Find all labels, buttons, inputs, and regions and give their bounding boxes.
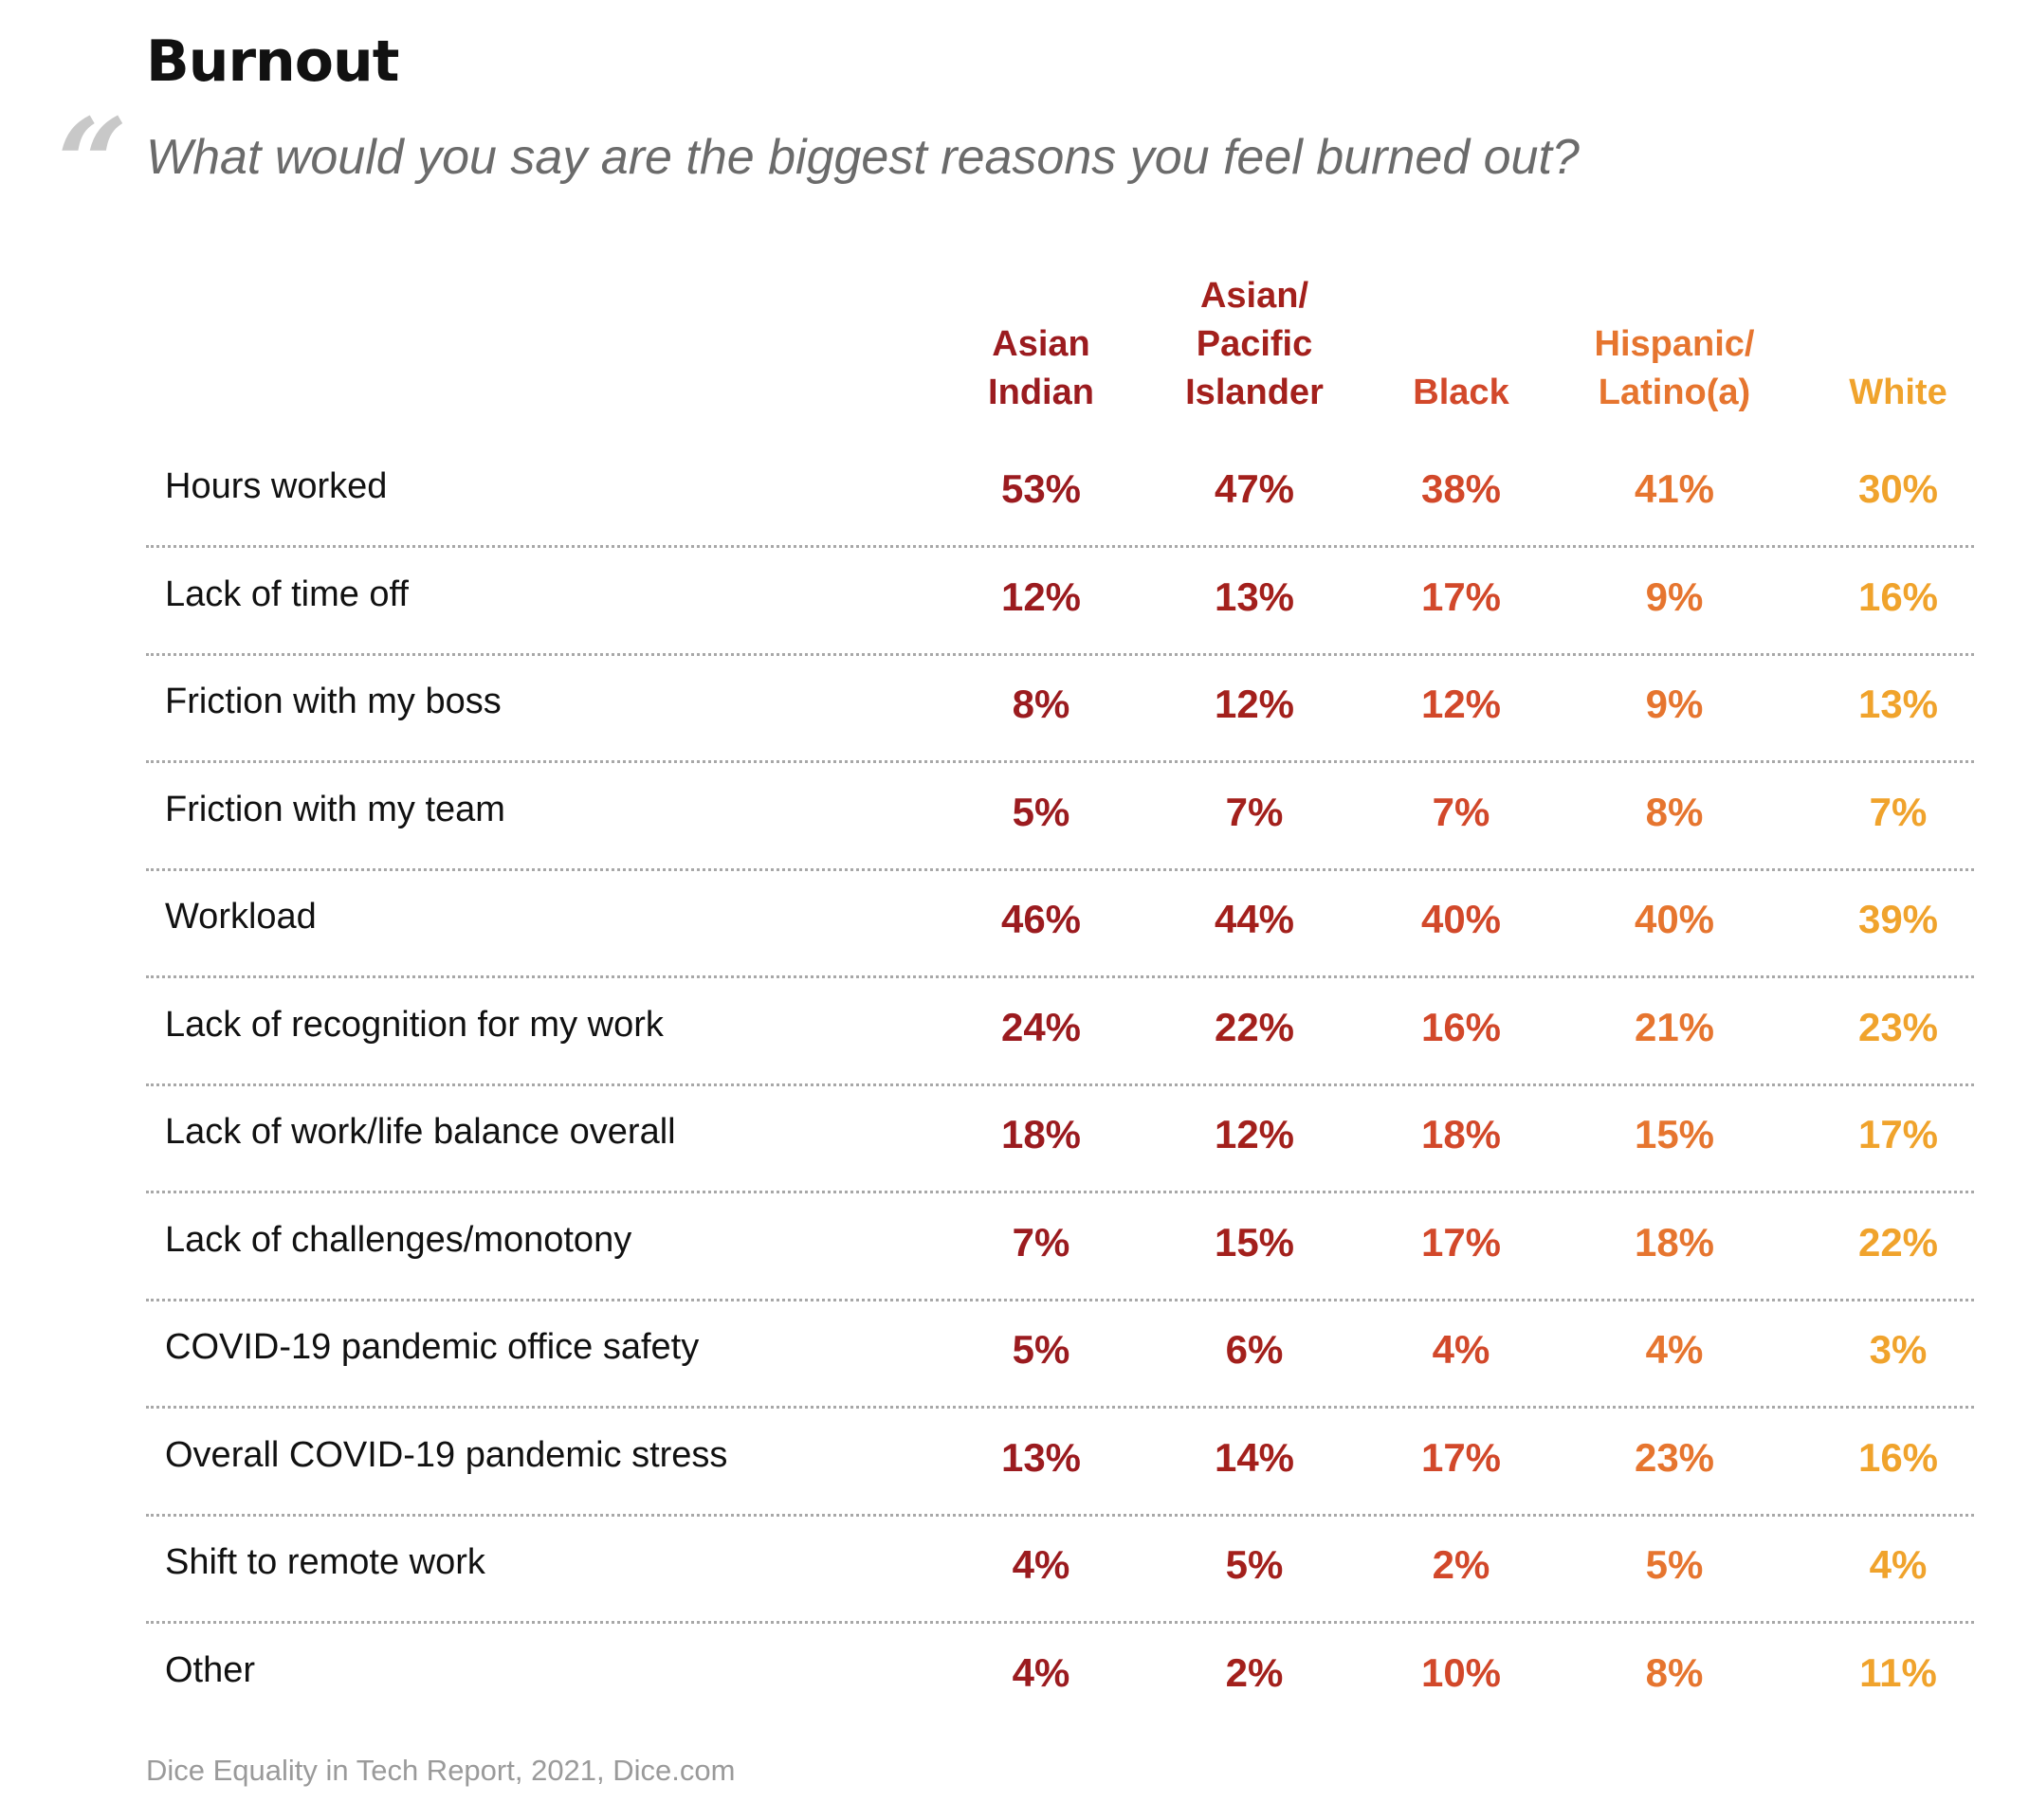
data-cell: 23% [1857,1005,1939,1049]
table-row: Lack of work/life balance overall 18% 12% 1… [146,1083,1974,1193]
table-row: Workload 46% 44% 40% 40% 39% [146,868,1974,978]
table-row: Lack of recognition for my work 24% 22% 16%… [146,976,1974,1086]
table-row: COVID-19 pandemic office safety 5% 6% 4% 4% 3… [146,1299,1974,1409]
data-cell: 13% [1214,574,1295,619]
data-cell: 4% [1012,1650,1070,1695]
data-cell: 16% [1857,1435,1939,1480]
data-cell: 12% [1000,574,1082,619]
data-cell: 11% [1859,1650,1937,1695]
data-cell: 38% [1420,466,1502,511]
table-row: Friction with my team 5% 7% 7% 8% 7% [146,761,1974,871]
data-cell: 8% [1645,1650,1704,1695]
data-cell: 41% [1634,466,1715,511]
data-cell: 7% [1225,790,1284,834]
row-label: Hours worked [165,466,388,506]
row-label: Lack of time off [165,574,409,614]
data-cell: 53% [1000,466,1082,511]
row-label: Overall COVID-19 pandemic stress [165,1435,728,1475]
survey-question: What would you say are the biggest reaso… [146,130,1580,185]
data-cell: 10% [1420,1650,1502,1695]
data-cell: 13% [1857,682,1939,726]
data-cell: 4% [1645,1327,1704,1372]
data-cell: 8% [1012,682,1070,726]
data-cell: 44% [1214,897,1295,941]
data-cell: 18% [1420,1112,1502,1156]
data-cell: 30% [1857,466,1939,511]
column-header: Asian Indian [988,324,1094,412]
table-row: Friction with my boss 8% 12% 12% 9% 13% [146,653,1974,763]
data-cell: 14% [1214,1435,1295,1480]
row-label: COVID-19 pandemic office safety [165,1327,700,1367]
data-cell: 16% [1420,1005,1502,1049]
table-row: Lack of time off 12% 13% 17% 9% 16% [146,546,1974,656]
data-cell: 16% [1857,574,1939,619]
row-label: Lack of work/life balance overall [165,1112,676,1152]
data-cell: 22% [1214,1005,1295,1049]
data-cell: 13% [1000,1435,1082,1480]
data-cell: 4% [1012,1542,1070,1587]
data-cell: 24% [1000,1005,1082,1049]
table-row: Other 4% 2% 10% 8% 11% [146,1622,1974,1729]
data-cell: 17% [1857,1112,1939,1156]
row-label: Shift to remote work [165,1542,485,1582]
column-header: Black [1413,373,1509,412]
data-cell: 15% [1634,1112,1715,1156]
row-label: Lack of challenges/monotony [165,1220,632,1260]
data-cell: 7% [1869,790,1928,834]
data-cell: 22% [1857,1220,1939,1265]
data-cell: 21% [1634,1005,1715,1049]
row-label: Friction with my boss [165,682,502,721]
data-cell: 12% [1214,682,1295,726]
data-cell: 18% [1634,1220,1715,1265]
data-cell: 5% [1645,1542,1704,1587]
data-cell: 6% [1225,1327,1284,1372]
table-row: Lack of challenges/monotony 7% 15% 17% 18% 22… [146,1192,1974,1301]
table-row: Overall COVID-19 pandemic stress 13% 14% 17… [146,1407,1974,1517]
data-cell: 5% [1012,790,1070,834]
data-cell: 47% [1214,466,1295,511]
row-label: Friction with my team [165,790,505,829]
data-cell: 5% [1012,1327,1070,1372]
data-cell: 23% [1634,1435,1715,1480]
data-cell: 9% [1645,574,1704,619]
data-cell: 2% [1432,1542,1490,1587]
data-cell: 12% [1214,1112,1295,1156]
table-row: Shift to remote work 4% 5% 2% 5% 4% [146,1514,1974,1624]
quote-icon: “ [57,91,128,236]
row-label: Other [165,1650,256,1690]
data-cell: 9% [1645,682,1704,726]
data-cell: 12% [1420,682,1502,726]
data-cell: 39% [1857,897,1939,941]
data-cell: 40% [1420,897,1502,941]
row-label: Lack of recognition for my work [165,1005,664,1045]
data-cell: 3% [1869,1327,1928,1372]
data-cell: 46% [1000,897,1082,941]
source-note: Dice Equality in Tech Report, 2021, Dice… [146,1754,736,1787]
table-row: Hours worked 53% 47% 38% 41% 30% [146,438,1974,548]
data-cell: 17% [1420,1435,1502,1480]
row-label: Workload [165,897,317,937]
data-cell: 7% [1432,790,1490,834]
data-cell: 4% [1432,1327,1490,1372]
data-cell: 5% [1225,1542,1284,1587]
data-cell: 17% [1420,1220,1502,1265]
column-header: Asian/ Pacific Islander [1185,276,1324,412]
data-cell: 40% [1634,897,1715,941]
data-cell: 2% [1225,1650,1284,1695]
data-cell: 17% [1420,574,1502,619]
data-cell: 7% [1012,1220,1070,1265]
column-header: Hispanic/ Latino(a) [1594,324,1755,412]
data-cell: 15% [1214,1220,1295,1265]
data-cell: 18% [1000,1112,1082,1156]
column-header: White [1849,373,1947,412]
chart-title: Burnout [146,28,399,95]
data-cell: 4% [1869,1542,1928,1587]
data-cell: 8% [1645,790,1704,834]
